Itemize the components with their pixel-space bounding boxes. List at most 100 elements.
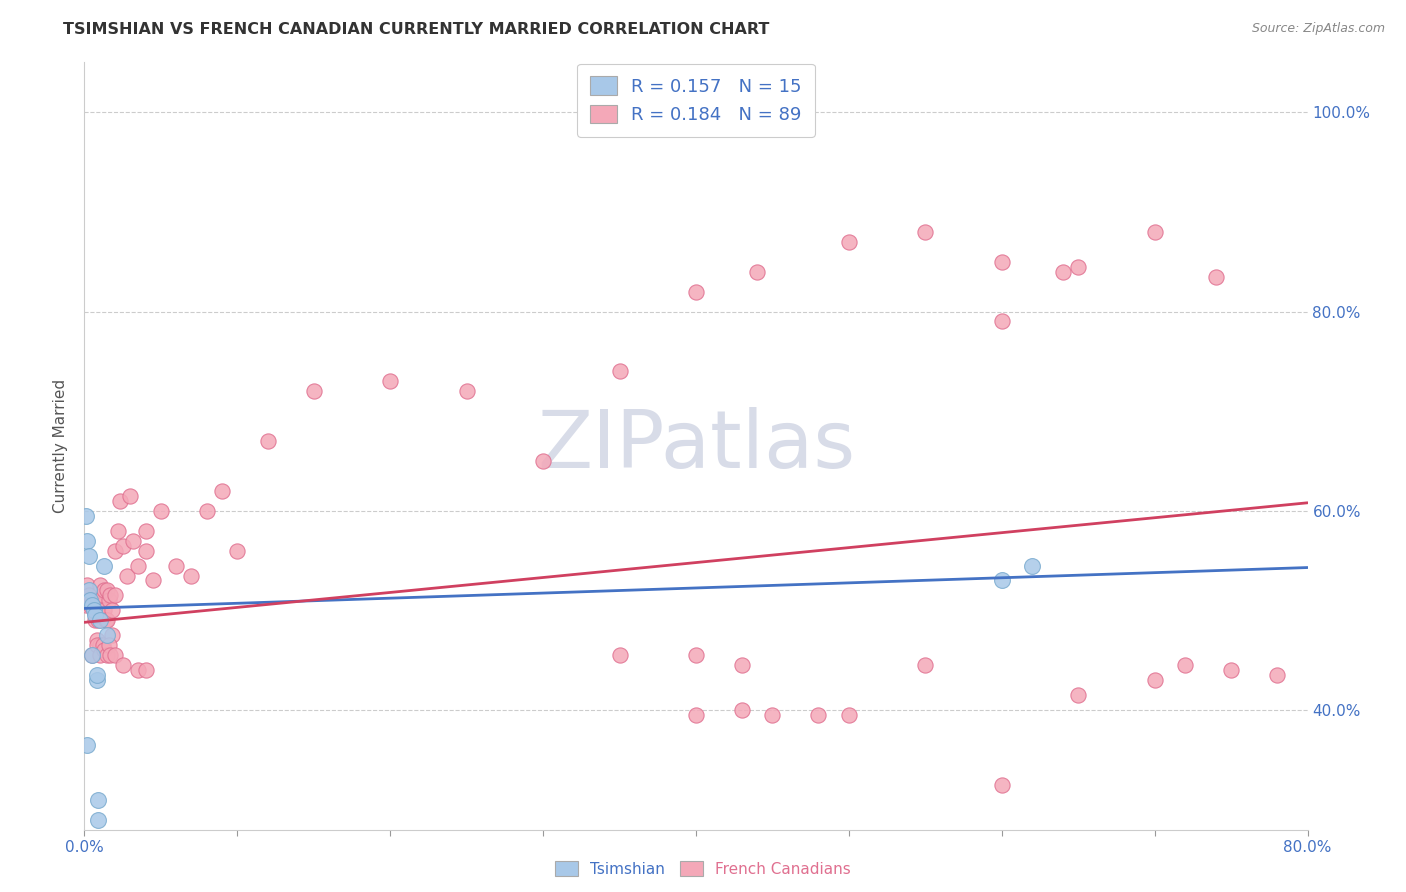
Point <box>135 663 157 677</box>
Point <box>1143 673 1166 687</box>
Point <box>83 603 105 617</box>
Point <box>685 285 707 299</box>
Point <box>80 648 103 663</box>
Point <box>89 638 111 652</box>
Point <box>838 708 860 723</box>
Point <box>1067 260 1090 274</box>
Point <box>991 254 1014 268</box>
Point <box>1052 265 1074 279</box>
Point <box>86 599 108 613</box>
Point <box>135 543 157 558</box>
Point <box>79 593 101 607</box>
Point <box>94 613 117 627</box>
Text: TSIMSHIAN VS FRENCH CANADIAN CURRENTLY MARRIED CORRELATION CHART: TSIMSHIAN VS FRENCH CANADIAN CURRENTLY M… <box>63 22 769 37</box>
Point <box>380 374 402 388</box>
Point <box>165 558 187 573</box>
Point <box>101 628 124 642</box>
Point <box>127 663 149 677</box>
Y-axis label: Currently Married: Currently Married <box>53 379 69 513</box>
Point <box>685 708 707 723</box>
Text: Source: ZipAtlas.com: Source: ZipAtlas.com <box>1251 22 1385 36</box>
Point <box>747 265 769 279</box>
Point <box>97 593 120 607</box>
Point <box>115 568 138 582</box>
Point <box>96 648 118 663</box>
Point <box>75 508 97 523</box>
Point <box>122 533 145 548</box>
Point <box>838 235 860 249</box>
Point <box>180 568 202 582</box>
Point <box>257 434 280 448</box>
Point <box>84 613 107 627</box>
Point <box>991 778 1014 792</box>
Legend: R = 0.157   N = 15, R = 0.184   N = 89: R = 0.157 N = 15, R = 0.184 N = 89 <box>578 64 814 136</box>
Point <box>149 504 172 518</box>
Point <box>1143 225 1166 239</box>
Point <box>89 578 111 592</box>
Point <box>1174 658 1197 673</box>
Point <box>195 504 218 518</box>
Point <box>761 708 783 723</box>
Point <box>104 543 127 558</box>
Point <box>86 668 108 682</box>
Point <box>91 608 114 623</box>
Point <box>1205 269 1227 284</box>
Point <box>991 314 1014 328</box>
Point <box>80 593 103 607</box>
Point <box>98 589 121 603</box>
Point <box>89 599 111 613</box>
Point <box>142 574 165 588</box>
Point <box>83 603 105 617</box>
Point <box>86 673 108 687</box>
Point <box>135 524 157 538</box>
Point <box>91 589 114 603</box>
Point <box>75 599 97 613</box>
Point <box>104 648 127 663</box>
Point <box>76 533 98 548</box>
Point <box>77 549 100 563</box>
Point <box>98 648 121 663</box>
Point <box>111 658 134 673</box>
Point <box>97 638 120 652</box>
Point <box>80 648 103 663</box>
Point <box>89 648 111 663</box>
Point <box>93 643 115 657</box>
Point <box>101 603 124 617</box>
Point <box>1067 688 1090 702</box>
Point <box>120 489 142 503</box>
Point <box>302 384 325 399</box>
Point <box>87 613 110 627</box>
Point <box>86 633 108 648</box>
Point <box>456 384 478 399</box>
Point <box>84 593 107 607</box>
Point <box>76 578 98 592</box>
Point <box>79 599 101 613</box>
Point <box>96 628 118 642</box>
Point <box>93 583 115 598</box>
Point <box>96 613 118 627</box>
Point <box>226 543 249 558</box>
Point <box>87 593 110 607</box>
Point <box>1220 663 1243 677</box>
Point <box>84 608 107 623</box>
Point <box>104 589 127 603</box>
Point <box>1265 668 1288 682</box>
Point <box>93 558 115 573</box>
Point <box>991 574 1014 588</box>
Point <box>87 792 110 806</box>
Point <box>89 613 111 627</box>
Point <box>87 813 110 827</box>
Legend: Tsimshian, French Canadians: Tsimshian, French Canadians <box>547 853 859 884</box>
Point <box>807 708 830 723</box>
Point <box>1021 558 1043 573</box>
Point <box>93 603 115 617</box>
Point <box>91 638 114 652</box>
Point <box>211 483 233 498</box>
Point <box>108 493 131 508</box>
Point <box>111 539 134 553</box>
Point <box>914 658 936 673</box>
Point <box>914 225 936 239</box>
Point <box>609 364 631 378</box>
Point <box>86 638 108 652</box>
Point <box>80 599 103 613</box>
